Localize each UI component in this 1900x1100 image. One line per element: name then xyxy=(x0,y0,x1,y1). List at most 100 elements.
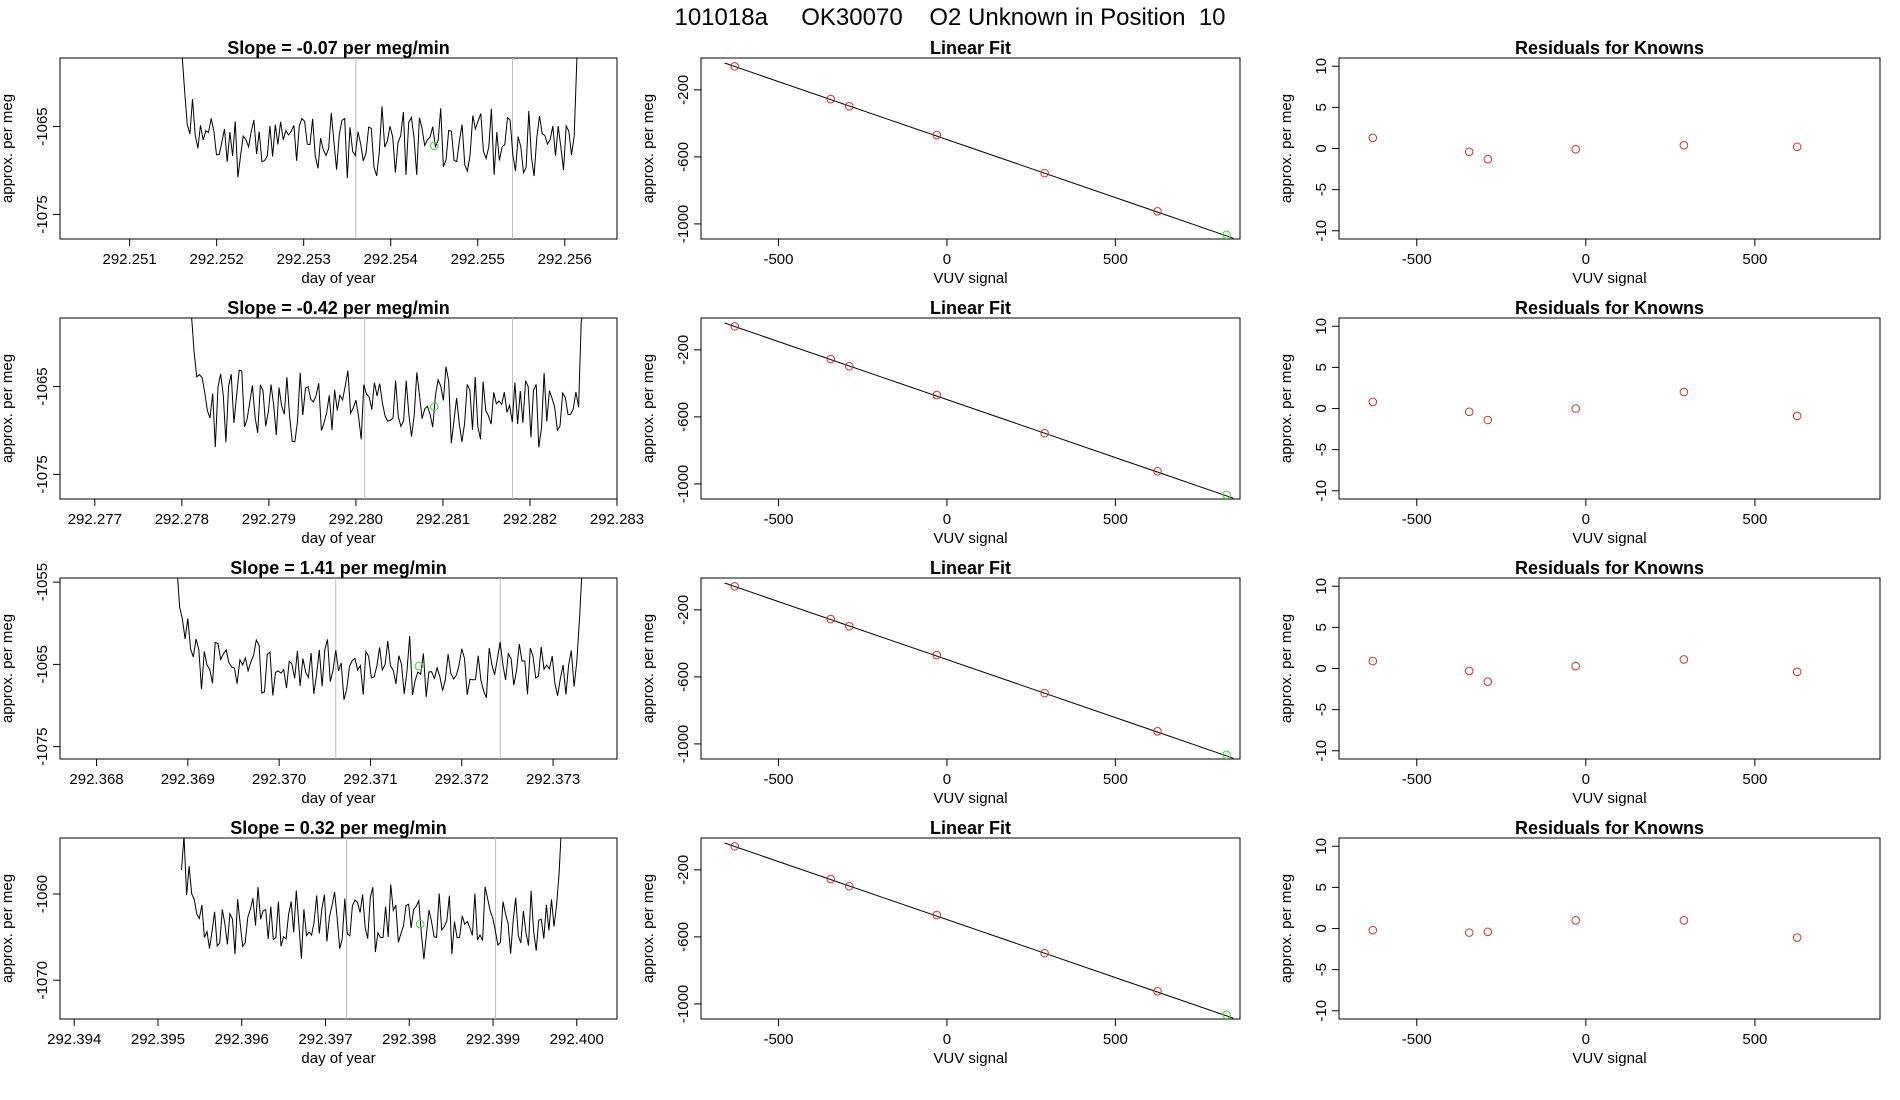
residual-point xyxy=(1571,661,1580,671)
x-tick-label: 0 xyxy=(943,511,951,528)
chart-panel-r3-c1: Linear Fit -500 0 500 VUV signal -1000 -600 -20… xyxy=(640,818,1241,1067)
y-tick-label: -10 xyxy=(1313,220,1330,242)
y-axis-label: approx. per meg xyxy=(640,94,657,203)
y-axis-label: approx. per meg xyxy=(640,614,657,723)
plot-area xyxy=(724,582,1234,759)
x-tick-label: 292.373 xyxy=(526,771,580,788)
plot-frame xyxy=(700,317,1241,500)
chart-panel-r0-c0: Slope = -0.07 per meg/min 292.251 292.252 2… xyxy=(0,38,618,287)
known-point xyxy=(844,101,854,111)
chart-title: Linear Fit xyxy=(930,818,1011,838)
y-axis-label: approx. per meg xyxy=(0,354,16,463)
y-tick-label: -600 xyxy=(675,922,692,952)
x-tick-label: 0 xyxy=(1582,251,1590,268)
chart-panel-r2-c0: Slope = 1.41 per meg/min 292.368 292.369 29… xyxy=(0,558,618,807)
y-tick-label: -600 xyxy=(675,662,692,692)
x-tick-label: 292.372 xyxy=(435,771,489,788)
residual-point xyxy=(1792,667,1802,677)
residual-point xyxy=(1792,142,1802,152)
y-tick-label: -600 xyxy=(675,142,692,172)
chart-panel-r3-c2: Residuals for Knowns -500 0 500 VUV signal -1… xyxy=(1278,818,1881,1067)
plot-area xyxy=(181,58,578,239)
y-axis-label: approx. per meg xyxy=(640,354,657,463)
x-axis-label: VUV signal xyxy=(1572,530,1646,547)
y-tick-label: -10 xyxy=(1313,740,1330,762)
plot-frame xyxy=(59,577,618,760)
x-tick-label: 292.251 xyxy=(103,251,157,268)
known-point xyxy=(844,621,854,631)
series-line xyxy=(181,838,562,960)
y-axis-label: approx. per meg xyxy=(640,874,657,983)
known-point xyxy=(730,582,739,591)
plot-area xyxy=(1368,915,1802,942)
known-point xyxy=(826,874,835,884)
x-tick-label: -500 xyxy=(1402,251,1432,268)
unknown-point xyxy=(415,919,425,929)
chart-panel-r0-c2: Residuals for Knowns -500 0 500 VUV signal -1… xyxy=(1278,38,1881,287)
plot-area xyxy=(1368,655,1802,686)
chart-title: Linear Fit xyxy=(930,298,1011,318)
chart-title: Slope = 1.41 per meg/min xyxy=(230,558,447,578)
x-axis-label: VUV signal xyxy=(933,1050,1007,1067)
chart-panel-r2-c1: Linear Fit -500 0 500 VUV signal -1000 -600 -20… xyxy=(640,558,1241,807)
x-tick-label: 292.280 xyxy=(329,511,383,528)
x-tick-label: -500 xyxy=(1402,771,1432,788)
y-axis-label: approx. per meg xyxy=(1278,94,1295,203)
x-tick-label: 292.253 xyxy=(277,251,331,268)
residual-point xyxy=(1571,915,1580,925)
chart-panel-r3-c0: Slope = 0.32 per meg/min 292.394 292.395 29… xyxy=(0,818,618,1067)
x-tick-label: 292.254 xyxy=(364,251,418,268)
x-tick-label: 292.399 xyxy=(466,1031,520,1048)
plot-frame xyxy=(700,57,1241,240)
chart-title: Residuals for Knowns xyxy=(1515,298,1704,318)
residual-point xyxy=(1368,397,1378,407)
known-point xyxy=(932,390,942,400)
x-tick-label: -500 xyxy=(1402,1031,1432,1048)
chart-panel-r1-c0: Slope = -0.42 per meg/min 292.277 292.278 2… xyxy=(0,298,644,547)
x-tick-label: 292.370 xyxy=(252,771,306,788)
x-axis-label: day of year xyxy=(301,270,375,287)
x-tick-label: 292.368 xyxy=(69,771,123,788)
x-axis-label: VUV signal xyxy=(933,270,1007,287)
residual-point xyxy=(1571,145,1580,154)
x-tick-label: 500 xyxy=(1742,251,1767,268)
known-point xyxy=(1040,428,1049,438)
x-axis-label: VUV signal xyxy=(933,790,1007,807)
known-point xyxy=(844,881,854,891)
residual-point xyxy=(1464,666,1474,676)
y-tick-label: -5 xyxy=(1313,703,1330,716)
series-line xyxy=(181,58,578,179)
residual-point xyxy=(1483,927,1493,937)
plot-area xyxy=(1368,387,1802,425)
x-tick-label: -500 xyxy=(763,251,793,268)
y-tick-label: 0 xyxy=(1313,924,1330,932)
y-axis-label: approx. per meg xyxy=(0,614,16,723)
y-tick-label: 5 xyxy=(1313,363,1330,371)
x-axis-label: VUV signal xyxy=(1572,270,1646,287)
x-tick-label: 500 xyxy=(1103,771,1128,788)
plot-frame xyxy=(59,317,618,500)
fit-line xyxy=(724,582,1234,759)
x-axis-label: VUV signal xyxy=(1572,790,1646,807)
residual-point xyxy=(1483,677,1493,686)
unknown-point xyxy=(429,402,439,412)
x-tick-label: 0 xyxy=(943,1031,951,1048)
residual-point xyxy=(1368,656,1378,666)
x-tick-label: 500 xyxy=(1103,251,1128,268)
y-tick-label: -1000 xyxy=(675,465,692,503)
x-tick-label: -500 xyxy=(1402,511,1432,528)
x-tick-label: 292.281 xyxy=(416,511,470,528)
residual-point xyxy=(1571,404,1580,413)
y-tick-label: -1060 xyxy=(34,875,51,913)
y-tick-label: -5 xyxy=(1313,443,1330,456)
residual-point xyxy=(1464,407,1474,417)
known-point xyxy=(932,910,942,920)
x-tick-label: 500 xyxy=(1742,511,1767,528)
residual-point xyxy=(1679,140,1689,150)
chart-panel-r1-c1: Linear Fit -500 0 500 VUV signal -1000 -600 -20… xyxy=(640,298,1241,547)
residual-point xyxy=(1679,915,1689,925)
plot-area xyxy=(724,62,1234,239)
x-tick-label: 292.278 xyxy=(155,511,209,528)
y-axis-label: approx. per meg xyxy=(1278,614,1295,723)
plot-area xyxy=(191,318,583,499)
